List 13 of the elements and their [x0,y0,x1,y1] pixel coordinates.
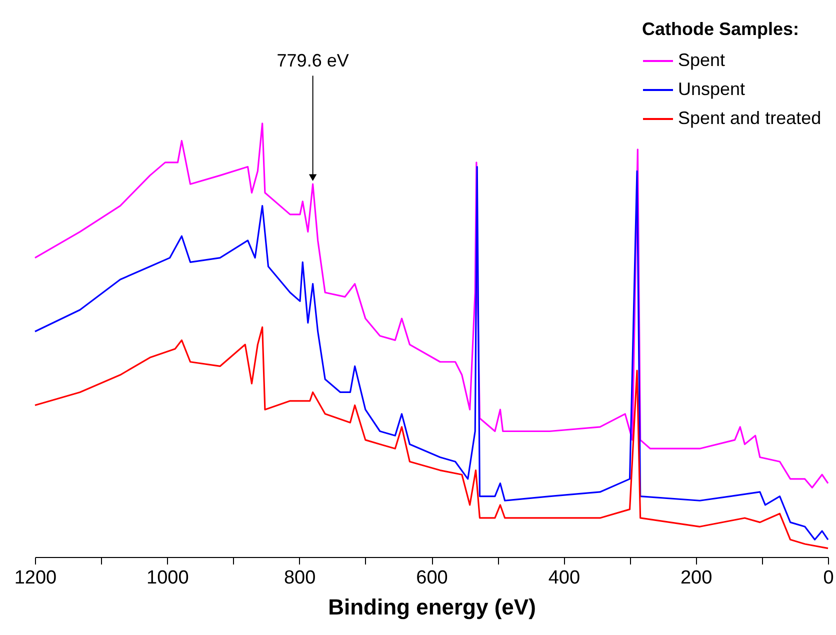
annotation: 779.6 eV [276,50,349,71]
x-axis-title: Binding energy (eV) [328,594,536,620]
x-tick-label: 1200 [14,568,57,588]
x-tick-label: 0 [823,568,834,588]
x-tick-label: 200 [680,568,712,588]
x-tick-label: 1000 [146,568,189,588]
x-tick-label: 600 [416,568,448,588]
x-tick-label: 800 [284,568,316,588]
legend-label: Unspent [678,79,746,99]
x-tick-label: 400 [548,568,580,588]
legend-label: Spent and treated [678,108,822,128]
legend-title: Cathode Samples: [642,19,800,39]
legend-label: Spent [678,50,726,70]
